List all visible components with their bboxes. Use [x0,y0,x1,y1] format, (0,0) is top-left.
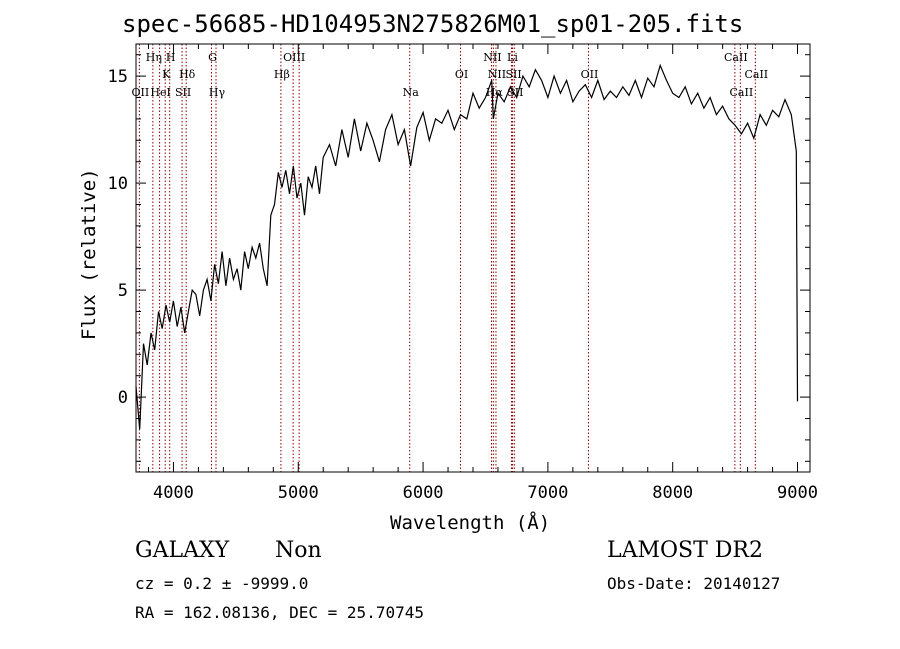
line-label: CaII [744,68,768,81]
line-label: CaII [724,51,748,64]
y-tick-label: 10 [108,174,128,194]
y-axis-label: Flux (relative) [78,168,100,340]
line-label: HeI [150,86,170,99]
x-tick-label: 8000 [652,483,693,503]
line-label: OII [581,68,599,81]
line-label: G [208,51,217,64]
x-tick-label: 9000 [777,483,818,503]
line-label: NII [483,51,501,64]
line-label: CaII [730,86,754,99]
x-tick-label: 7000 [527,483,568,503]
line-label: Na [403,86,420,99]
object-class: GALAXY [135,538,230,563]
survey-name: LAMOST DR2 [607,538,763,563]
plot-frame [135,43,811,473]
plot-border [135,43,811,473]
y-tick-label: 15 [108,67,128,87]
object-subclass: Non [275,538,322,563]
observation-date: Obs-Date: 20140127 [607,574,781,593]
spectral-line-markers [138,44,756,472]
flux-series [135,63,799,430]
axis-ticks: 4000 5000 6000 7000 8000 9000 0 5 10 15 [108,44,818,503]
line-label: Li [507,51,518,64]
line-label: Hγ [209,86,226,99]
line-label: Hβ [274,68,290,81]
line-label: SII [507,86,523,99]
x-tick-label: 6000 [403,483,444,503]
line-label: OII [132,86,150,99]
x-axis-label: Wavelength (Å) [390,512,551,534]
chart-title: spec-56685-HD104953N275826M01_sp01-205.f… [122,10,744,38]
line-label: OI [455,68,468,81]
line-label: Hη [146,51,162,64]
line-label: SII [505,68,521,81]
line-label: SII [175,86,191,99]
line-label: NII [488,68,506,81]
y-tick-label: 0 [118,388,128,408]
coordinates-readout: RA = 162.08136, DEC = 25.70745 [135,603,424,622]
y-tick-label: 5 [118,281,128,301]
x-tick-label: 5000 [278,483,319,503]
line-label: Hδ [179,68,196,81]
line-label: H [166,51,176,64]
line-label: K [162,68,171,81]
line-label: OIII [283,51,305,64]
line-label: Hα [486,86,504,99]
x-tick-label: 4000 [153,483,194,503]
redshift-readout: cz = 0.2 ± -9999.0 [135,574,309,593]
flux-line [135,63,799,430]
